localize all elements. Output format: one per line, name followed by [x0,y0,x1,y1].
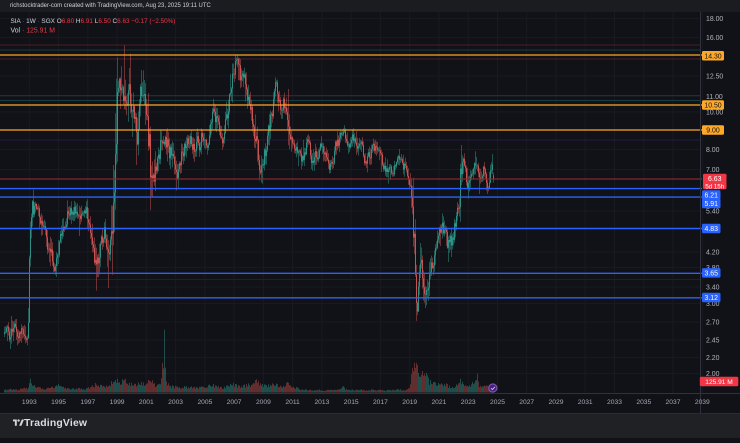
svg-text:4.83: 4.83 [705,226,719,233]
svg-text:2.45: 2.45 [706,338,720,345]
svg-text:5.91: 5.91 [705,201,719,208]
svg-text:2009: 2009 [256,399,271,406]
svg-text:2011: 2011 [285,399,300,406]
svg-text:1995: 1995 [51,399,66,406]
svg-text:10.00: 10.00 [706,110,723,117]
svg-text:SIA · 1W · SGX O6.80 H6.91 L6: SIA · 1W · SGX O6.80 H6.91 L6.50 C6.63 −… [11,18,176,25]
svg-text:9.00: 9.00 [706,128,720,135]
svg-text:16.00: 16.00 [706,35,723,42]
svg-text:2013: 2013 [314,399,329,406]
svg-text:12.50: 12.50 [706,74,723,81]
svg-text:10.50: 10.50 [704,103,721,110]
svg-text:7.00: 7.00 [706,167,720,174]
svg-text:2039: 2039 [695,399,710,406]
svg-text:2023: 2023 [461,399,476,406]
svg-text:2.00: 2.00 [706,371,720,378]
svg-text:11.00: 11.00 [706,94,723,101]
svg-text:2035: 2035 [636,399,651,406]
svg-text:3.12: 3.12 [705,295,719,302]
svg-text:18.00: 18.00 [706,16,723,23]
svg-text:2027: 2027 [519,399,534,406]
svg-text:2001: 2001 [139,399,154,406]
svg-text:3.40: 3.40 [706,285,720,292]
svg-text:125.91 M: 125.91 M [705,379,733,386]
svg-text:2021: 2021 [431,399,446,406]
svg-text:6.63: 6.63 [708,176,722,183]
svg-text:2031: 2031 [578,399,593,406]
svg-text:14.30: 14.30 [704,53,721,60]
svg-text:3.65: 3.65 [705,270,719,277]
svg-text:1993: 1993 [22,399,37,406]
svg-text:2005: 2005 [197,399,212,406]
svg-text:1997: 1997 [80,399,95,406]
svg-text:5.40: 5.40 [706,209,720,216]
svg-text:2007: 2007 [227,399,242,406]
svg-text:1999: 1999 [110,399,125,406]
svg-text:8.00: 8.00 [706,147,720,154]
svg-text:2015: 2015 [344,399,359,406]
svg-text:2.20: 2.20 [706,355,720,362]
svg-text:2019: 2019 [402,399,417,406]
svg-text:5d 15h: 5d 15h [705,183,724,190]
svg-text:2003: 2003 [168,399,183,406]
svg-text:2.70: 2.70 [706,320,720,327]
svg-text:Vol · 125.91 M: Vol · 125.91 M [11,27,56,34]
svg-text:2017: 2017 [373,399,388,406]
svg-text:4.20: 4.20 [706,250,720,257]
svg-text:6.21: 6.21 [705,193,719,200]
svg-text:2037: 2037 [666,399,681,406]
svg-text:2033: 2033 [607,399,622,406]
svg-text:2029: 2029 [549,399,564,406]
svg-text:3.00: 3.00 [706,301,720,308]
svg-text:2025: 2025 [490,399,505,406]
